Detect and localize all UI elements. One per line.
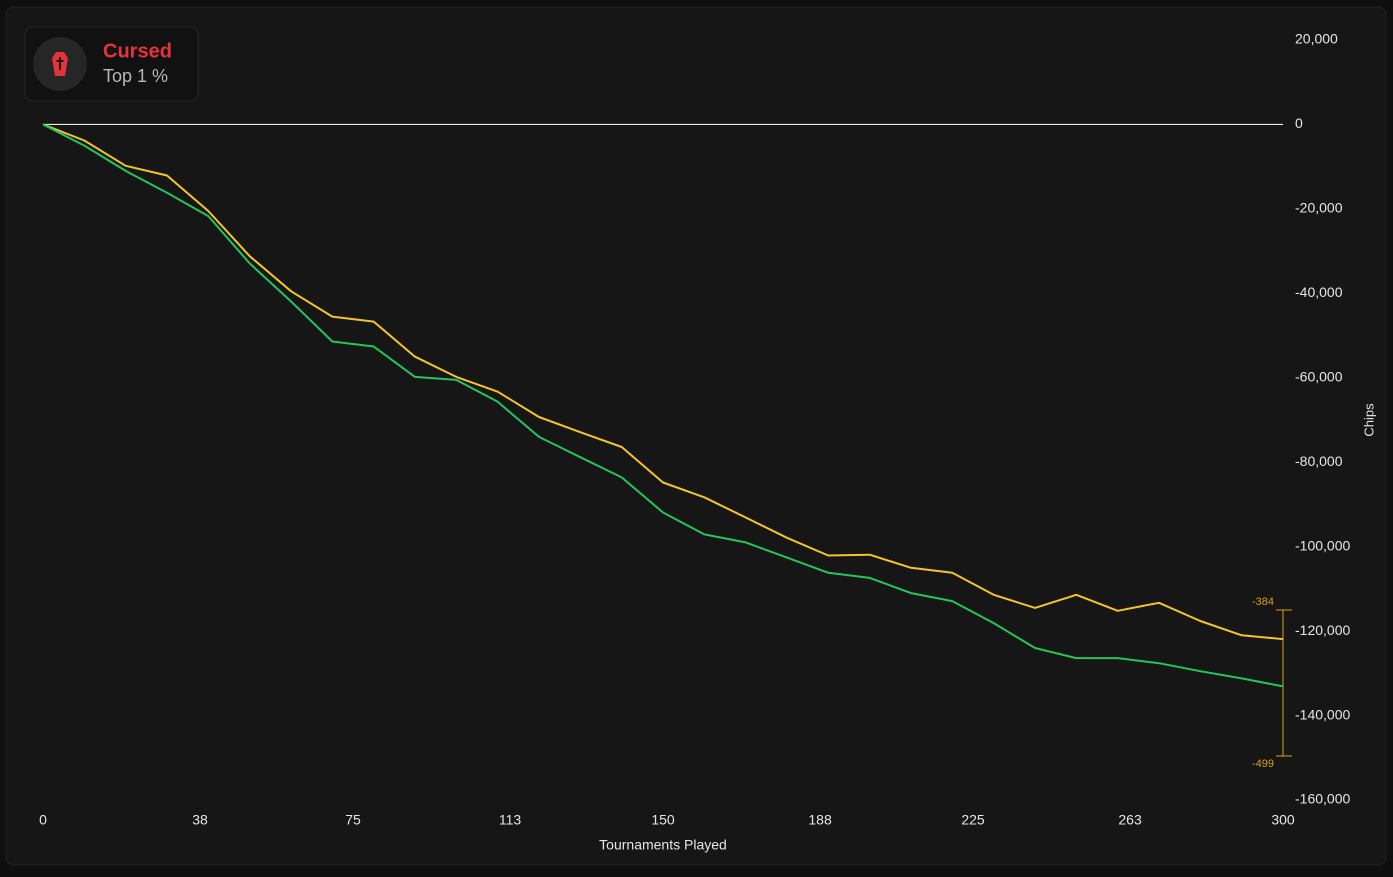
bracket-label: -499: [1252, 758, 1274, 770]
y-tick-label: -100,000: [1295, 537, 1350, 553]
y-tick-label: 20,000: [1295, 31, 1338, 47]
series-line: [42, 123, 1284, 688]
x-tick-label: 300: [1271, 812, 1295, 828]
x-tick-label: 188: [808, 812, 832, 828]
x-tick-label: 75: [345, 812, 361, 828]
badge-title: Cursed: [103, 40, 172, 62]
y-axis-label: Chips: [1361, 403, 1376, 437]
x-axis-label: Tournaments Played: [599, 837, 727, 853]
x-tick-label: 150: [651, 812, 675, 828]
y-tick-label: 0: [1295, 115, 1303, 131]
series-line: [42, 123, 1284, 641]
y-tick-label: -120,000: [1295, 622, 1350, 638]
panel: [5, 6, 1387, 866]
y-tick-label: -140,000: [1295, 706, 1350, 722]
y-tick-label: -80,000: [1295, 453, 1343, 469]
range-bracket: -384 -499: [1252, 596, 1292, 770]
cross-icon: [56, 57, 64, 70]
x-tick-label: 0: [39, 812, 47, 828]
x-tick-label: 38: [192, 812, 208, 828]
x-tick-label: 113: [499, 812, 522, 828]
y-tick-label: -60,000: [1295, 368, 1343, 384]
x-tick-label: 225: [961, 812, 985, 828]
y-tick-label: -40,000: [1295, 284, 1343, 300]
y-tick-label: -20,000: [1295, 200, 1343, 216]
bracket-label: -384: [1252, 596, 1274, 608]
x-tick-label: 263: [1118, 812, 1142, 828]
y-tick-label: -160,000: [1295, 791, 1350, 807]
badge-subtitle: Top 1 %: [103, 66, 168, 86]
